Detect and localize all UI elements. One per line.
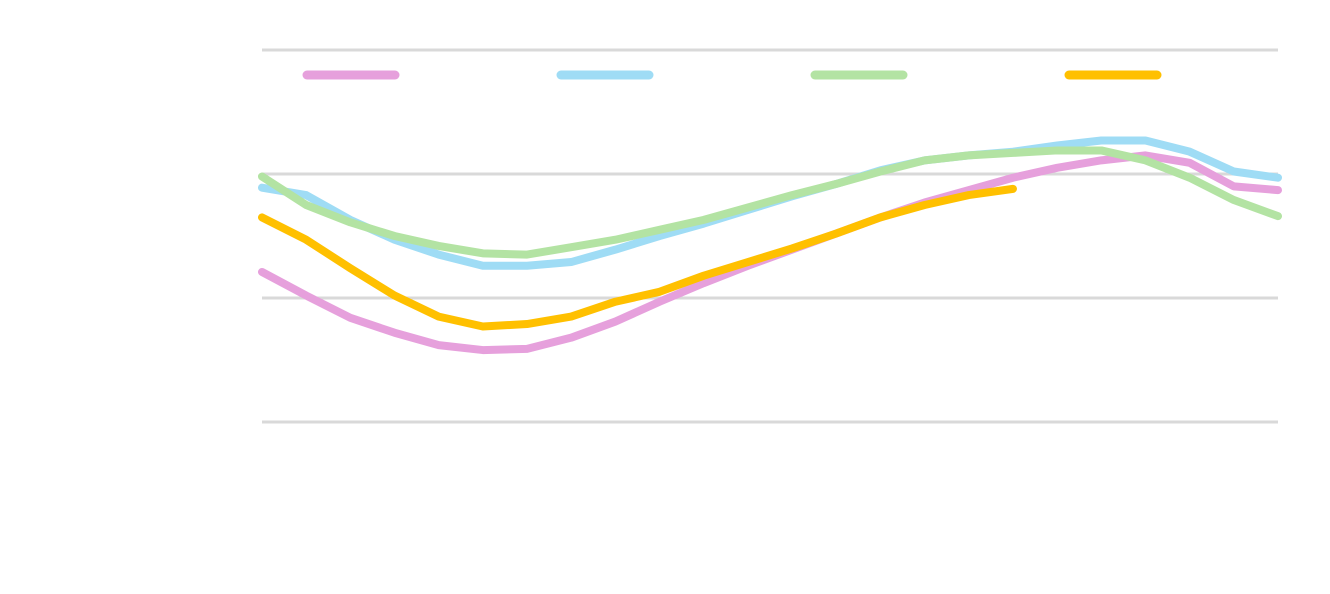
line-series — [258, 146, 1282, 259]
line-series — [258, 184, 1017, 331]
